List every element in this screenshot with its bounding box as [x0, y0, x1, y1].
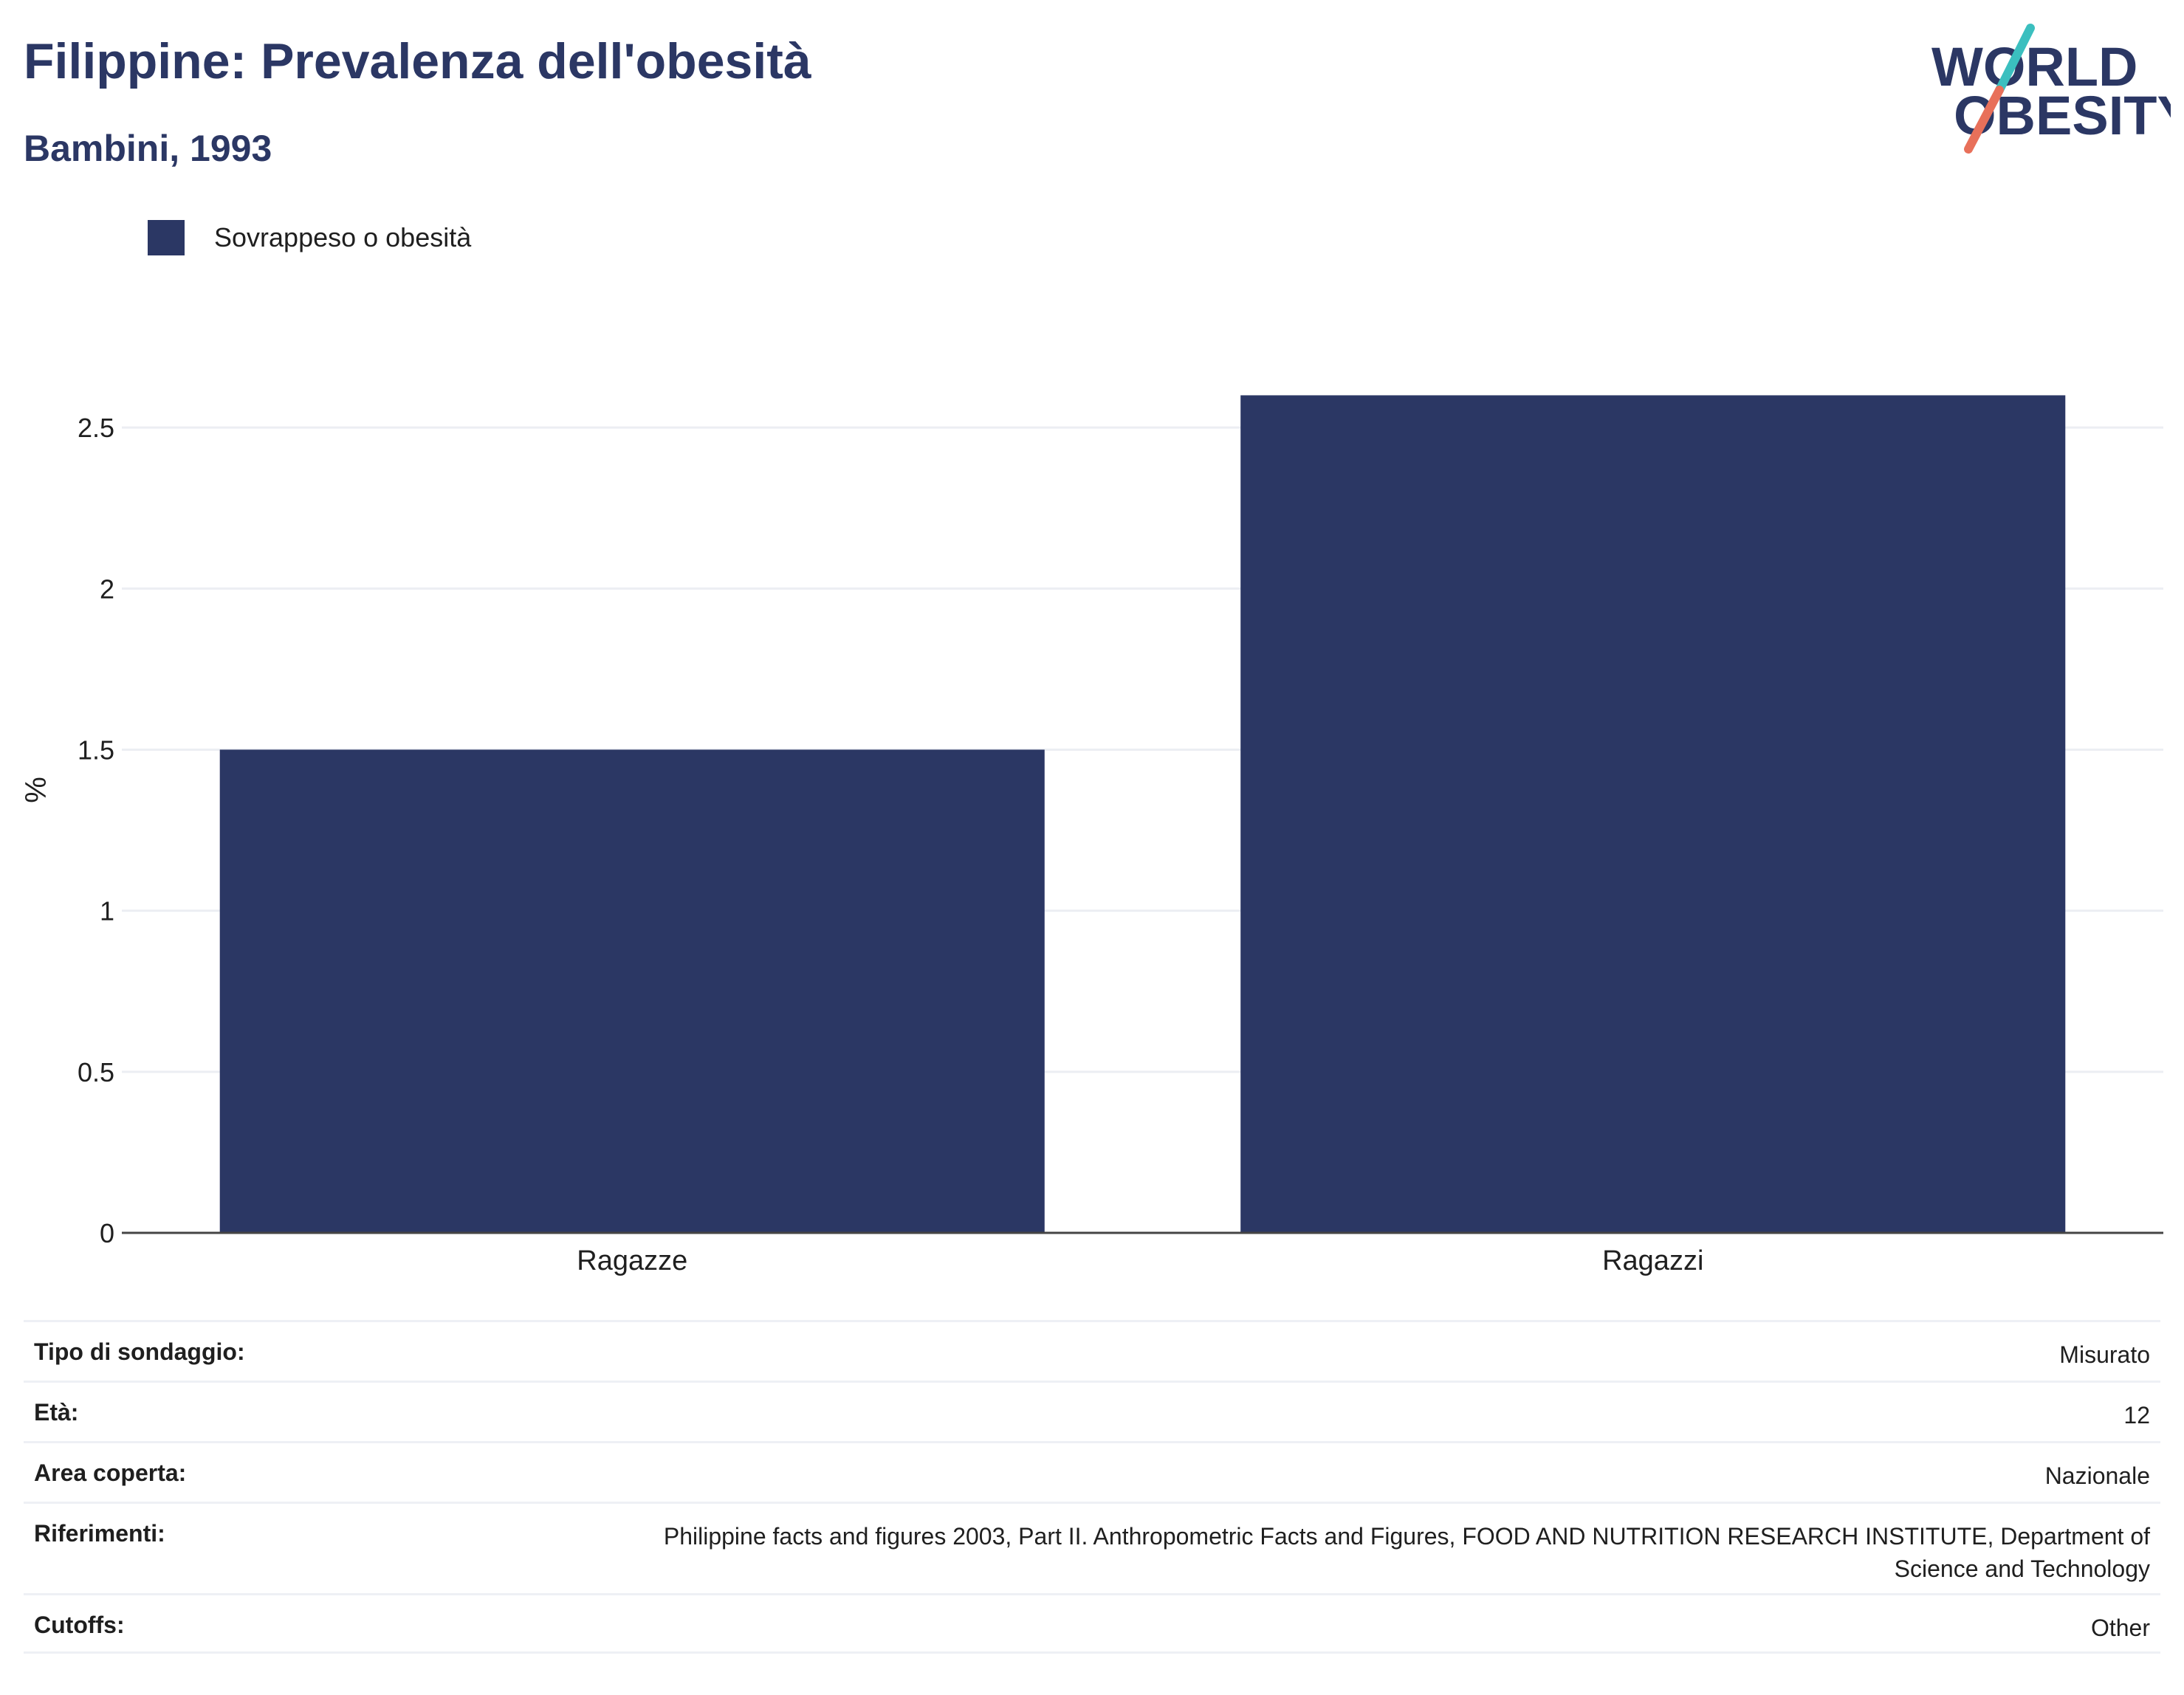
bars: [219, 395, 2066, 1233]
y-tick-label: 2.5: [78, 413, 114, 443]
page-title: Filippine: Prevalenza dell'obesità: [24, 33, 811, 89]
info-key: Area coperta:: [34, 1460, 187, 1486]
y-tick-label: 1.5: [78, 735, 114, 765]
chart-legend[interactable]: Sovrappeso o obesità: [148, 220, 471, 255]
y-tick-label: 2: [100, 574, 114, 604]
y-tick-labels: 0 0.5 1 1.5 2 2.5: [78, 413, 114, 1248]
bar-ragazze[interactable]: [219, 749, 1045, 1233]
logo-text-world: WORLD: [1931, 36, 2138, 97]
logo-slash-top: [1995, 24, 2035, 94]
x-tick-labels: Ragazze Ragazzi: [577, 1245, 1703, 1276]
x-tick-label: Ragazzi: [1602, 1245, 1703, 1276]
world-obesity-logo: WORLD OBESITY: [1931, 24, 2171, 154]
info-row: Riferimenti: Philippine facts and figures…: [24, 1502, 2160, 1593]
info-row: Tipo di sondaggio: Misurato: [24, 1320, 2160, 1381]
info-value: Misurato: [2059, 1341, 2150, 1368]
info-key: Cutoffs:: [34, 1612, 125, 1638]
info-key: Età:: [34, 1399, 79, 1426]
page-subtitle: Bambini, 1993: [24, 128, 272, 169]
info-key: Riferimenti:: [34, 1520, 165, 1547]
info-row: Area coperta: Nazionale: [24, 1441, 2160, 1502]
logo-slash-bottom: [1964, 86, 2004, 154]
info-value: Other: [2090, 1615, 2150, 1641]
legend-label: Sovrappeso o obesità: [214, 222, 472, 252]
info-key: Tipo di sondaggio:: [34, 1338, 245, 1365]
info-row: Età: 12: [24, 1381, 2160, 1441]
x-tick-label: Ragazze: [577, 1245, 687, 1276]
y-tick-label: 1: [100, 896, 114, 926]
info-row: Cutoffs: Other: [24, 1593, 2160, 1654]
info-value: Nazionale: [2044, 1462, 2150, 1489]
bar-chart: 0 0.5 1 1.5 2 2.5 Ragazze Ragazzi %: [20, 395, 2163, 1276]
y-tick-label: 0: [100, 1218, 114, 1248]
y-tick-label: 0.5: [78, 1057, 114, 1087]
bar-ragazzi[interactable]: [1240, 395, 2066, 1233]
info-value: 12: [2123, 1402, 2150, 1428]
y-axis-label: %: [20, 777, 52, 803]
info-value: Philippine facts and figures 2003, Part …: [663, 1523, 2150, 1582]
legend-swatch: [148, 220, 185, 255]
info-table: Tipo di sondaggio: Misurato Età: 12 Area cop…: [24, 1320, 2160, 1654]
